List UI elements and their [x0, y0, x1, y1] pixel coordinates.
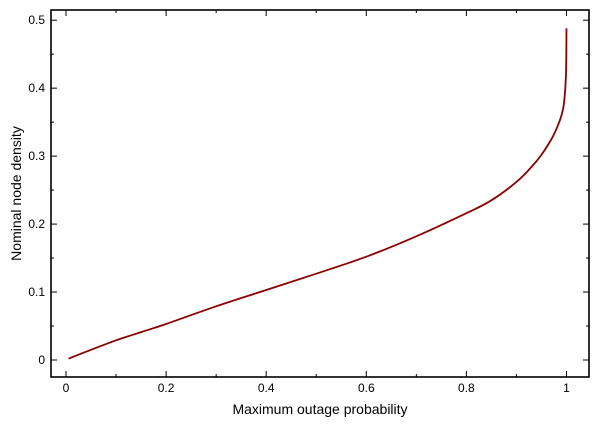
x-tick-label: 1 — [563, 381, 570, 395]
y-tick-label: 0.5 — [28, 13, 45, 27]
y-tick-label: 0.2 — [28, 217, 45, 231]
series-line-0 — [68, 28, 568, 360]
x-tick-label: 0.8 — [458, 381, 475, 395]
ticks-layer: 0 0.2 0.4 0.6 0.8 1 0 0.1 0.2 0.3 0.4 0.5 — [28, 10, 589, 395]
x-axis-label: Maximum outage probability — [232, 401, 407, 417]
y-tick-label: 0.1 — [28, 285, 45, 299]
y-axis-label: Nominal node density — [8, 126, 24, 261]
labels-layer: Maximum outage probability Nominal node … — [8, 126, 408, 417]
plot-frame — [50, 9, 590, 378]
x-tick-label: 0 — [63, 381, 70, 395]
y-tick-label: 0 — [38, 353, 45, 367]
x-tick-label: 0.6 — [358, 381, 375, 395]
y-tick-label: 0.3 — [28, 149, 45, 163]
x-tick-label: 0.2 — [158, 381, 175, 395]
y-tick-label: 0.4 — [28, 81, 45, 95]
series-layer — [68, 28, 568, 360]
x-tick-label: 0.4 — [258, 381, 275, 395]
